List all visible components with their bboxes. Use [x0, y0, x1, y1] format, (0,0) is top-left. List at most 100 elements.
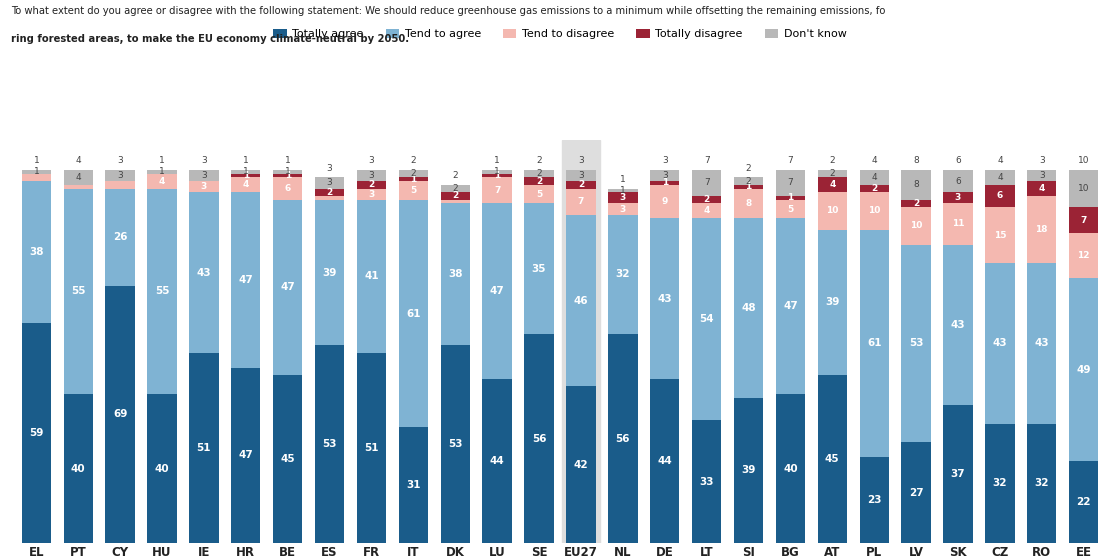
Bar: [357, 181, 386, 189]
Text: 53: 53: [323, 439, 337, 449]
Text: 3: 3: [1039, 156, 1045, 165]
Bar: [64, 394, 93, 543]
Text: 10: 10: [909, 221, 922, 230]
Text: 35: 35: [532, 264, 547, 274]
Bar: [776, 196, 805, 200]
Bar: [692, 170, 721, 196]
Bar: [943, 203, 972, 245]
Text: 2: 2: [411, 156, 417, 165]
Text: 1: 1: [410, 175, 417, 184]
Text: 1: 1: [243, 156, 249, 165]
Text: 7: 7: [1081, 216, 1086, 225]
Bar: [692, 196, 721, 203]
Text: 48: 48: [741, 303, 756, 313]
Bar: [1027, 181, 1056, 196]
Text: 3: 3: [327, 164, 333, 173]
Text: 51: 51: [197, 443, 212, 453]
Text: 26: 26: [113, 232, 128, 242]
Text: 3: 3: [662, 156, 668, 165]
Bar: [608, 189, 637, 192]
Bar: [483, 203, 512, 379]
Text: 5: 5: [787, 204, 794, 213]
Text: 4: 4: [871, 173, 877, 182]
Text: 1: 1: [620, 175, 626, 184]
Bar: [902, 200, 931, 207]
Text: 15: 15: [993, 231, 1006, 240]
Text: 2: 2: [368, 180, 374, 189]
Bar: [692, 420, 721, 543]
Bar: [902, 245, 931, 442]
Bar: [399, 427, 428, 543]
Bar: [273, 200, 302, 375]
Bar: [231, 192, 261, 368]
Bar: [273, 375, 302, 543]
Bar: [1068, 207, 1099, 234]
Bar: [650, 181, 680, 185]
Text: 27: 27: [908, 488, 923, 498]
Bar: [692, 203, 721, 218]
Bar: [440, 200, 470, 203]
Bar: [986, 185, 1015, 207]
Bar: [567, 170, 596, 181]
Text: 51: 51: [364, 443, 379, 453]
Bar: [483, 178, 512, 203]
Bar: [315, 346, 344, 543]
Text: 3: 3: [368, 190, 374, 199]
Text: 12: 12: [1077, 251, 1090, 260]
Text: 47: 47: [239, 450, 253, 460]
Text: 1: 1: [243, 167, 249, 176]
Text: 18: 18: [1036, 225, 1048, 234]
Bar: [943, 192, 972, 203]
Text: 41: 41: [364, 271, 379, 281]
Text: 2: 2: [830, 169, 836, 178]
Text: 40: 40: [783, 464, 797, 474]
Bar: [189, 181, 218, 192]
Text: 4: 4: [871, 156, 877, 165]
Text: 4: 4: [829, 180, 836, 189]
Text: 43: 43: [992, 338, 1007, 348]
Text: 7: 7: [703, 179, 709, 188]
Bar: [524, 185, 553, 203]
Text: 43: 43: [657, 293, 672, 304]
Text: 4: 4: [703, 207, 710, 216]
Text: 44: 44: [489, 456, 504, 466]
Bar: [64, 170, 93, 185]
Text: 38: 38: [29, 247, 44, 257]
Text: 32: 32: [992, 478, 1007, 488]
Bar: [734, 398, 763, 543]
Text: 1: 1: [243, 171, 249, 180]
Bar: [608, 203, 637, 214]
Text: 53: 53: [908, 338, 923, 348]
Text: 2: 2: [452, 171, 458, 180]
Text: 4: 4: [1038, 184, 1045, 193]
Text: 3: 3: [578, 156, 584, 165]
Bar: [859, 170, 889, 185]
Text: 1: 1: [494, 167, 500, 176]
Bar: [231, 174, 261, 178]
Bar: [650, 185, 680, 218]
Bar: [440, 185, 470, 192]
Bar: [943, 245, 972, 405]
Bar: [567, 214, 596, 386]
Bar: [357, 353, 386, 543]
Text: 1: 1: [284, 171, 291, 180]
Text: 31: 31: [407, 480, 421, 491]
Bar: [524, 170, 553, 178]
Bar: [1068, 170, 1099, 207]
Text: 1: 1: [620, 186, 626, 195]
Text: 38: 38: [448, 269, 463, 279]
Bar: [189, 353, 218, 543]
Text: 1: 1: [159, 156, 165, 165]
Text: 43: 43: [197, 268, 212, 278]
Text: 2: 2: [703, 195, 710, 204]
Text: 3: 3: [662, 171, 668, 180]
Bar: [902, 442, 931, 543]
Text: 1: 1: [787, 193, 794, 202]
Text: 6: 6: [284, 184, 291, 193]
Bar: [986, 424, 1015, 543]
Text: 59: 59: [29, 428, 44, 438]
Bar: [105, 170, 134, 181]
Text: 2: 2: [913, 199, 920, 208]
Text: 45: 45: [280, 454, 295, 464]
Bar: [650, 379, 680, 543]
